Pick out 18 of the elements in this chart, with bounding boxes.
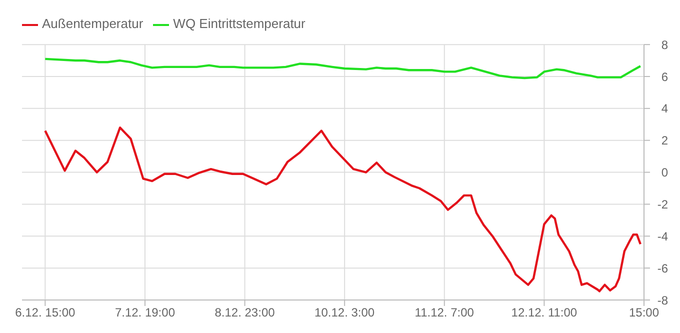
x-tick-label: 12.12. 11:00 [511, 306, 578, 320]
y-tick-label: 6 [661, 70, 668, 84]
legend-label: Außentemperatur [42, 16, 144, 31]
x-tick-label: 7.12. 19:00 [114, 306, 176, 320]
x-tick-label: 15:00 [628, 306, 660, 320]
y-tick-label: -6 [657, 261, 668, 276]
y-tick-label: -2 [657, 197, 668, 212]
y-tick-label: 4 [661, 102, 668, 116]
y-tick-label: 0 [661, 166, 668, 180]
y-tick-label: -4 [657, 229, 668, 244]
x-tick-label: 10.12. 3:00 [314, 306, 375, 320]
y-tick-label: 8 [661, 38, 668, 52]
x-tick-label: 6.12. 15:00 [15, 306, 76, 320]
legend-label: WQ Eintrittstemperatur [173, 16, 306, 31]
x-tick-label: 8.12. 23:00 [214, 306, 276, 320]
y-tick-label: -8 [657, 293, 668, 308]
x-tick-label: 11.12. 7:00 [414, 306, 474, 320]
y-tick-label: 2 [661, 134, 668, 148]
